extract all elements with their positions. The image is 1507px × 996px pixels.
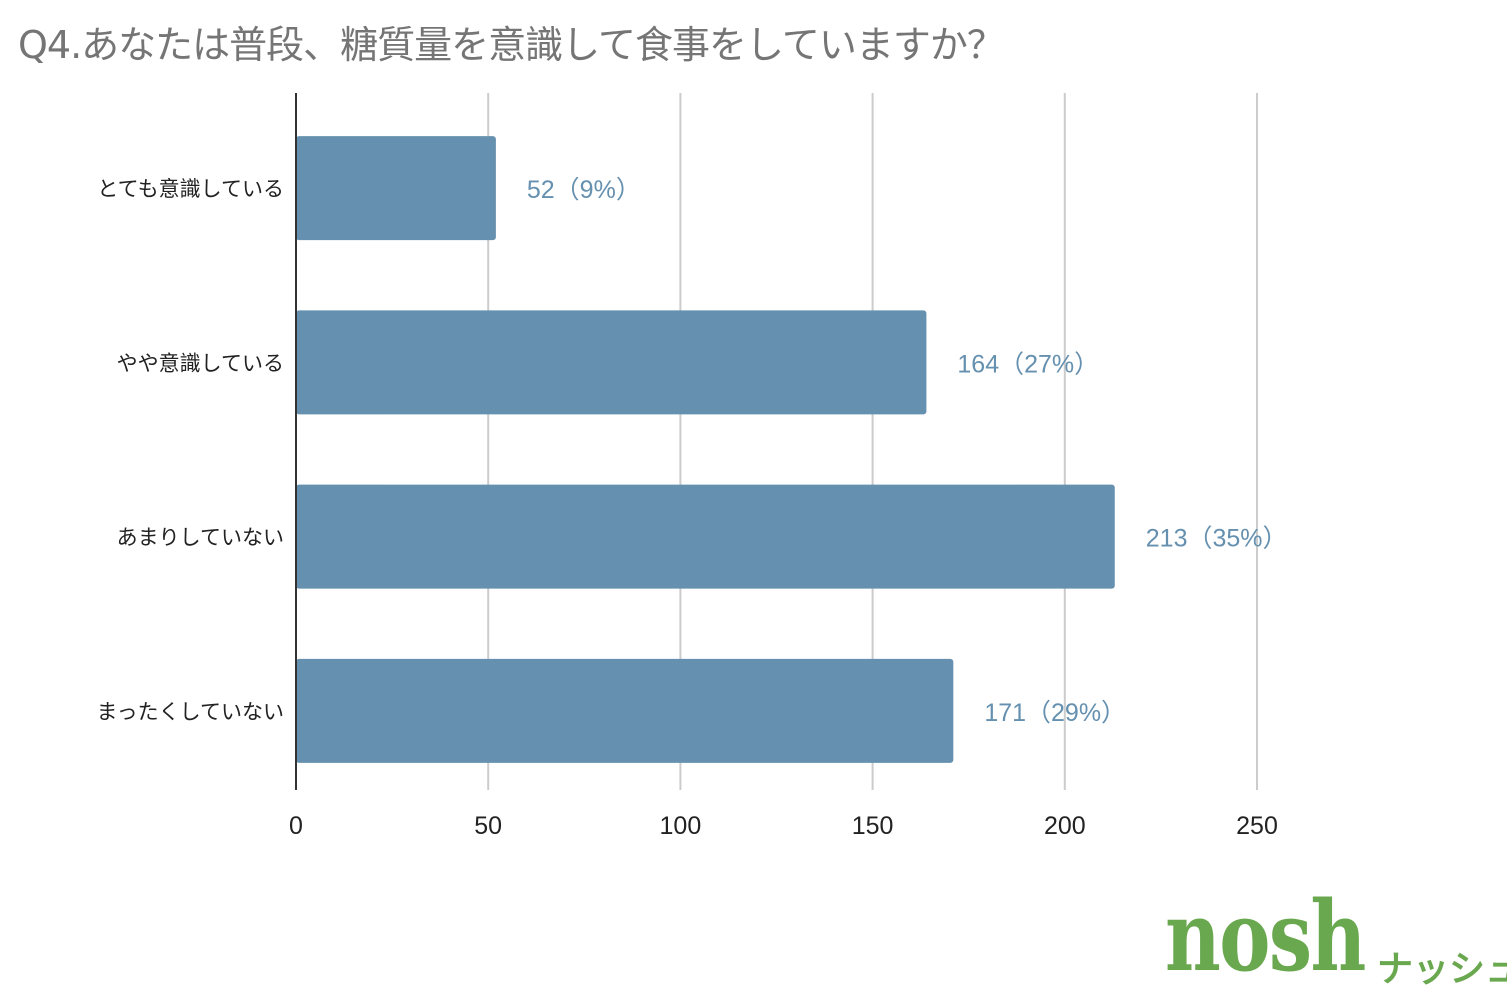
category-label: とても意識している: [97, 177, 284, 201]
x-tick-label: 50: [474, 812, 502, 840]
bar: [296, 310, 927, 415]
category-label: まったくしていない: [96, 700, 284, 724]
category-label: やや意識している: [117, 351, 284, 375]
bar: [296, 136, 496, 241]
x-tick-label: 200: [1044, 812, 1086, 840]
data-label: 52（9%）: [527, 176, 641, 204]
nosh-logo: nosh ナッシュ: [1165, 880, 1507, 993]
data-label: 171（29%）: [984, 699, 1126, 727]
chart-title: Q4.あなたは普段、糖質量を意識して食事をしていますか？: [18, 23, 1005, 67]
x-tick-label: 100: [660, 812, 702, 840]
category-label: あまりしていない: [117, 526, 284, 550]
data-label: 164（27%）: [957, 350, 1099, 378]
logo-text: nosh: [1165, 880, 1366, 993]
x-tick-label: 250: [1236, 812, 1278, 840]
x-tick-label: 150: [852, 812, 894, 840]
logo-kana: ナッシュ: [1377, 949, 1507, 990]
bar: [296, 658, 954, 763]
x-tick-label: 0: [289, 812, 303, 840]
bar: [296, 484, 1115, 589]
data-label: 213（35%）: [1146, 525, 1288, 553]
